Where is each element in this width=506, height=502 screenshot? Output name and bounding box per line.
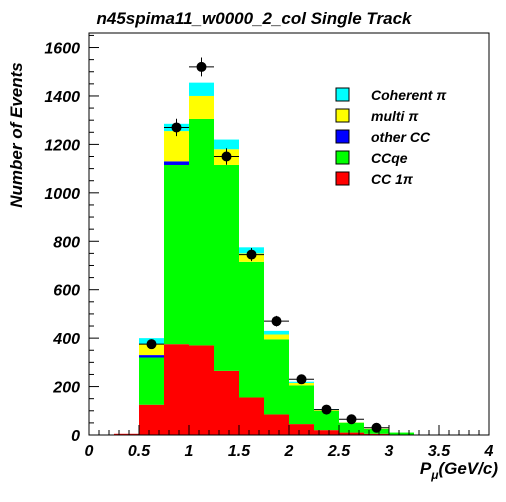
legend-swatch	[336, 151, 349, 164]
x-tick-label: 2.5	[327, 443, 351, 460]
data-point	[372, 423, 382, 433]
bar-segment	[164, 161, 189, 165]
y-axis-label: Number of Events	[7, 62, 26, 207]
bar-segment	[339, 423, 364, 433]
data-point	[272, 316, 282, 326]
bar-segment	[214, 140, 239, 150]
bar-segment	[139, 405, 164, 435]
legend: Coherent π multi π other CC CCqe CC 1π	[336, 87, 447, 187]
bar-segment	[264, 335, 289, 340]
bars-layer	[114, 83, 414, 435]
bar-segment	[239, 262, 264, 398]
bar-segment	[389, 433, 414, 435]
y-tick-label: 600	[53, 283, 80, 300]
bar-segment	[264, 414, 289, 435]
data-point	[347, 414, 357, 424]
x-tick-label: 3.5	[428, 443, 451, 460]
y-tick-label: 400	[52, 331, 80, 348]
data-point	[197, 62, 207, 72]
y-tick-label: 1400	[44, 89, 80, 106]
bar-segment	[239, 397, 264, 435]
bar-segment	[264, 339, 289, 414]
bar-segment	[139, 358, 164, 405]
x-tick-label: 3	[385, 443, 394, 460]
data-point	[172, 122, 182, 132]
legend-entry: CCqe	[371, 150, 408, 166]
bar-segment	[139, 355, 164, 357]
y-tick-label: 200	[52, 380, 80, 397]
data-point	[247, 250, 257, 260]
data-point	[297, 374, 307, 384]
data-point	[322, 405, 332, 415]
legend-swatch	[336, 109, 349, 122]
bar-segment	[289, 385, 314, 424]
y-tick-label: 1600	[44, 41, 80, 58]
legend-entry: multi π	[371, 108, 419, 124]
bar-segment	[164, 165, 189, 344]
bar-segment	[314, 430, 339, 435]
bar-segment	[164, 344, 189, 435]
x-axis-label: Pμ(GeV/c)	[420, 459, 498, 482]
chart-title: n45spima11_w0000_2_col Single Track	[96, 9, 413, 28]
bar-segment	[189, 83, 214, 96]
legend-swatch	[336, 172, 349, 185]
data-point	[147, 339, 157, 349]
y-tick-label: 1000	[44, 186, 80, 203]
x-tick-label: 0.5	[128, 443, 151, 460]
x-tick-label: 1	[185, 443, 194, 460]
bar-segment	[189, 119, 214, 345]
x-tick-label: 4	[484, 443, 494, 460]
x-tick-label: 1.5	[228, 443, 251, 460]
data-point	[222, 152, 232, 162]
legend-entry: other CC	[371, 129, 431, 145]
legend-entry: Coherent π	[371, 87, 447, 103]
x-tick-label: 0	[85, 443, 94, 460]
y-tick-label: 1200	[44, 137, 80, 154]
x-axis-label-rest: (GeV/c)	[438, 459, 498, 478]
bar-segment	[189, 96, 214, 119]
bar-segment	[214, 165, 239, 371]
x-tick-label: 2	[284, 443, 294, 460]
y-tick-label: 800	[53, 234, 80, 251]
legend-swatch	[336, 88, 349, 101]
y-tick-label: 0	[71, 428, 80, 445]
bar-segment	[289, 424, 314, 435]
bar-segment	[264, 331, 289, 335]
x-axis-label-main: P	[420, 459, 432, 478]
legend-swatch	[336, 130, 349, 143]
legend-entry: CC 1π	[371, 171, 414, 187]
bar-segment	[214, 371, 239, 435]
bar-segment	[189, 345, 214, 435]
